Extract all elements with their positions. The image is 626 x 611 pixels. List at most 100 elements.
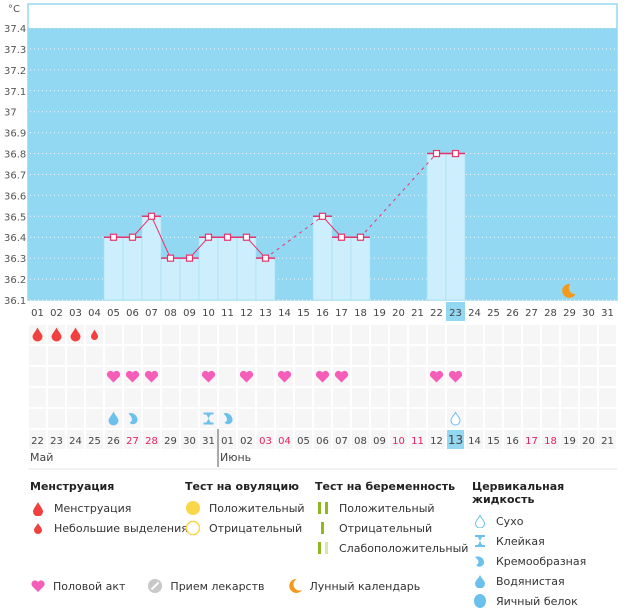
calendar-date: 12 (430, 436, 443, 447)
y-tick-label: 36.6 (4, 191, 26, 202)
date-cell (333, 430, 350, 449)
symptom-cell (523, 367, 540, 386)
symptom-cell (466, 325, 483, 344)
symptom-cell (314, 409, 331, 428)
symptom-cell (466, 367, 483, 386)
symptom-cell (181, 409, 198, 428)
symptom-cell (561, 325, 578, 344)
symptom-cell (466, 388, 483, 407)
calendar-date: 06 (316, 436, 329, 447)
date-cell (143, 430, 160, 449)
date-cell (200, 430, 217, 449)
symptom-cell (333, 346, 350, 365)
date-cell (238, 430, 255, 449)
symptom-cell (352, 388, 369, 407)
heart-icon (125, 370, 140, 383)
date-cell (162, 430, 179, 449)
symptom-cell (257, 409, 274, 428)
symptom-cell (200, 325, 217, 344)
symptom-cell (29, 346, 46, 365)
date-cell (523, 430, 540, 449)
symptom-cell (48, 388, 65, 407)
sticky-icon (203, 412, 214, 425)
symptom-cell (48, 346, 65, 365)
filled-circle-icon (185, 500, 201, 516)
calendar-date: 18 (544, 436, 557, 447)
temperature-point (147, 212, 156, 220)
x-tick-label: 18 (354, 308, 367, 319)
calendar-date: 28 (145, 436, 158, 447)
symptom-cell (238, 388, 255, 407)
symptom-cell (295, 388, 312, 407)
legend-menstruation: Менструация Менструация Небольшие выделе… (30, 480, 188, 538)
temperature-bar (312, 216, 333, 301)
symptom-cell (504, 325, 521, 344)
calendar-date: 04 (278, 436, 291, 447)
legend-label: Небольшие выделения (54, 521, 188, 535)
symptom-cell (390, 325, 407, 344)
y-tick-label: 36.3 (4, 254, 26, 265)
calendar-date: 31 (202, 436, 215, 447)
calendar-date: 05 (297, 436, 310, 447)
y-tick-label: 37.3 (4, 45, 26, 56)
symptom-cell (371, 388, 388, 407)
month-label: Май (30, 451, 53, 464)
calendar-date: 08 (354, 436, 367, 447)
x-tick-label: 03 (69, 308, 82, 319)
y-tick-label: 36.5 (4, 212, 26, 223)
legend-label: Кремообразная (496, 554, 587, 568)
empty-circle-icon (185, 520, 201, 536)
egg-white-icon (472, 593, 488, 609)
symptom-cell (48, 367, 65, 386)
creamy-icon (223, 412, 233, 425)
date-cell (105, 430, 122, 449)
calendar-date: 14 (468, 436, 481, 447)
symptom-cell (48, 409, 65, 428)
legend-label: Сухо (496, 514, 524, 528)
x-tick-label: 26 (506, 308, 519, 319)
symptom-cell (580, 388, 597, 407)
x-tick-label: 04 (88, 308, 101, 319)
symptom-cell (86, 367, 103, 386)
temperature-point (204, 233, 213, 241)
calendar-date: 27 (126, 436, 139, 447)
symptom-cell (333, 409, 350, 428)
x-tick-label: 20 (392, 308, 405, 319)
temperature-bar (236, 236, 257, 301)
symptom-cell (504, 409, 521, 428)
x-tick-label: 28 (544, 308, 557, 319)
moon-icon (562, 283, 576, 298)
date-cell (257, 430, 274, 449)
date-cell (466, 430, 483, 449)
symptom-cell (580, 367, 597, 386)
x-tick-label: 15 (297, 308, 310, 319)
x-tick-label: 22 (430, 308, 443, 319)
watery-drop-icon (108, 411, 119, 426)
symptom-cell (200, 388, 217, 407)
calendar-date: 01 (221, 436, 234, 447)
temperature-point (128, 233, 137, 241)
temperature-bar (350, 236, 371, 301)
symptom-cell (295, 409, 312, 428)
date-cell (580, 430, 597, 449)
symptom-cell (143, 346, 160, 365)
date-cell (29, 430, 46, 449)
symptom-cell (485, 367, 502, 386)
symptom-cell (29, 367, 46, 386)
legend-label: Прием лекарств (170, 579, 265, 593)
symptom-cell (295, 346, 312, 365)
heart-icon (334, 370, 349, 383)
calendar-date: 10 (392, 436, 405, 447)
creamy-icon (472, 553, 488, 569)
legend-label: Водянистая (496, 574, 565, 588)
symptom-cell (352, 409, 369, 428)
calendar-date: 17 (525, 436, 538, 447)
symptom-cell (200, 409, 217, 428)
symptom-cell (371, 367, 388, 386)
temperature-bar (103, 236, 124, 301)
calendar-date: 07 (335, 436, 348, 447)
symptom-cell (409, 409, 426, 428)
y-tick-label: 37.2 (4, 66, 26, 77)
symptom-cell (371, 346, 388, 365)
symptom-cell (67, 388, 84, 407)
